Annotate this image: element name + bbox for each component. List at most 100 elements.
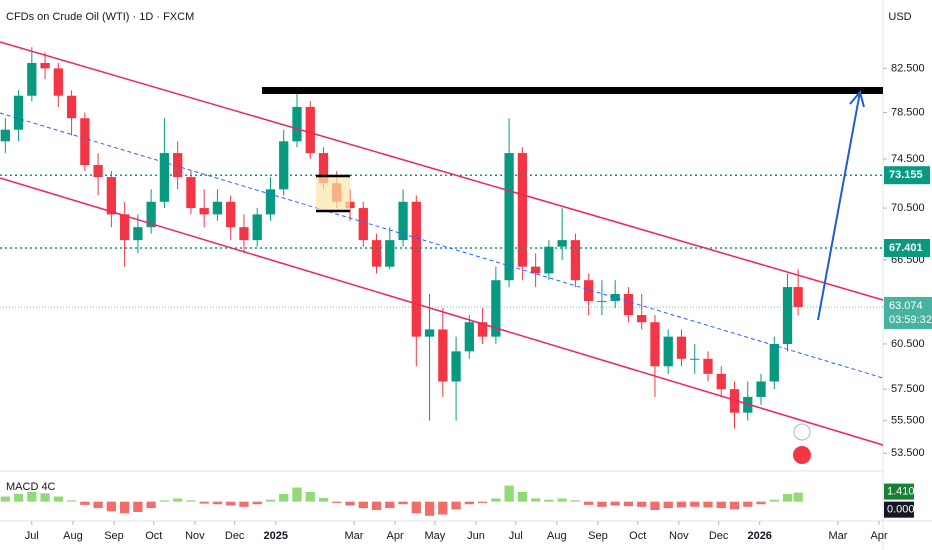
candle-body: [451, 351, 461, 382]
candle-body: [133, 227, 143, 241]
macd-bar: [385, 501, 395, 509]
x-tick-label: Jul: [509, 530, 523, 542]
candle-body: [66, 95, 77, 119]
candle-body: [106, 177, 117, 215]
macd-bar: [438, 501, 448, 515]
channel-upper: [0, 41, 884, 301]
consolidation-box: [316, 176, 350, 211]
macd-bar: [477, 501, 488, 503]
macd-bar: [358, 501, 368, 509]
macd-bar: [226, 501, 236, 506]
candle-body: [530, 266, 541, 274]
x-tick-label: Dec: [225, 530, 245, 542]
x-tick-label: 2026: [747, 530, 771, 542]
macd-bar: [610, 501, 620, 506]
macd-bar: [93, 501, 103, 509]
macd-bar: [557, 498, 567, 502]
candle-body: [597, 300, 607, 302]
macd-bar: [517, 492, 528, 502]
candle-body: [212, 201, 223, 215]
macd-bar: [279, 493, 289, 502]
candle-body: [159, 153, 170, 202]
candle-body: [173, 153, 183, 178]
macd-bar: [451, 501, 461, 510]
candle-body: [782, 287, 793, 344]
x-tick-label: Aug: [547, 530, 567, 542]
macd-bar: [332, 501, 342, 503]
macd-bar: [80, 501, 90, 505]
macd-bar: [464, 501, 474, 505]
x-tick-label: Jul: [25, 530, 39, 542]
macd-bar: [305, 492, 315, 502]
macd-bar: [782, 493, 793, 502]
candle-body: [186, 177, 196, 209]
macd-bar: [265, 499, 276, 502]
candle-body: [716, 373, 726, 390]
candle-body: [279, 141, 289, 190]
candle-body: [544, 246, 554, 274]
event-icon[interactable]: [793, 423, 811, 441]
macd-bar: [66, 500, 77, 502]
candle-body: [80, 118, 90, 166]
y-tick-label: 60.500: [891, 338, 925, 350]
candle-body: [570, 240, 581, 281]
y-tick-label: 55.500: [891, 415, 925, 427]
candle-body: [623, 294, 634, 316]
x-tick-label: Jun: [467, 530, 485, 542]
macd-bar: [756, 501, 766, 505]
candle-body: [729, 389, 740, 413]
candle-body: [411, 201, 421, 337]
macd-bar: [345, 501, 355, 506]
channel-lower: [0, 177, 884, 446]
price-label: 63.074: [889, 300, 923, 312]
candle-body: [40, 63, 50, 69]
candle-body: [663, 336, 673, 367]
macd-bar: [597, 501, 607, 507]
macd-bar: [793, 492, 803, 502]
candle-body: [424, 329, 435, 337]
indicator-name: MACD 4C: [6, 481, 56, 493]
axes: 82.50078.50074.50070.50066.50060.50057.5…: [25, 62, 932, 542]
macd-bar: [199, 501, 209, 504]
macd-bar: [530, 498, 541, 502]
chart-title: CFDs on Crude Oil (WTI) · 1D · FXCM: [6, 11, 194, 23]
price-tag: [884, 296, 932, 329]
macd-bar: [650, 501, 660, 511]
macd-bar: [318, 497, 329, 502]
candle-body: [464, 322, 474, 352]
y-tick-label: 78.500: [891, 106, 925, 118]
macd-tick-label: 0.000: [887, 504, 915, 516]
country-icon[interactable]: [793, 446, 811, 464]
projection-arrow: [817, 89, 865, 321]
candle-body: [226, 201, 236, 228]
macd-bar: [146, 501, 156, 509]
macd-bar: [424, 501, 435, 516]
level-label: 73.155: [889, 169, 923, 181]
x-tick-label: Aug: [63, 530, 83, 542]
macd-bar: [0, 496, 10, 502]
candle-body: [252, 214, 262, 241]
y-tick-label: 82.500: [891, 62, 925, 74]
macd-bar: [716, 501, 726, 509]
candle-body: [769, 343, 779, 382]
plot: [0, 47, 883, 516]
candle-body: [703, 358, 713, 374]
candle-body: [477, 322, 488, 337]
x-tick-label: Nov: [185, 530, 205, 542]
macd-bar: [663, 501, 673, 509]
macd-bar: [570, 500, 581, 502]
candle-body: [385, 240, 395, 267]
macd-bar: [676, 501, 687, 508]
x-tick-label: Oct: [145, 530, 162, 542]
macd-tag: [884, 501, 914, 518]
macd-bar: [27, 492, 37, 502]
candle-body: [292, 106, 302, 142]
candle-body: [371, 240, 382, 267]
x-tick-label: May: [424, 530, 445, 542]
resistance-zone: [262, 87, 883, 94]
macd-bar: [411, 501, 421, 514]
currency: USD: [888, 11, 911, 23]
macd-bar: [769, 499, 779, 502]
macd-bar: [13, 493, 24, 502]
